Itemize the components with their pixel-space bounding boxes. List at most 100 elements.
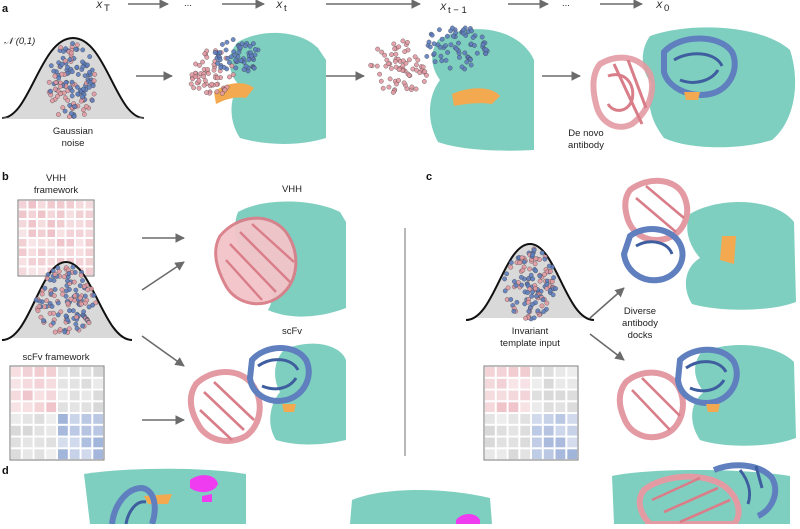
atom xyxy=(70,308,76,314)
matrix-cell xyxy=(38,267,46,275)
matrix-cell xyxy=(520,437,531,448)
atom xyxy=(44,298,50,303)
atom xyxy=(468,57,473,63)
matrix-cell xyxy=(567,437,578,448)
atom xyxy=(42,285,48,291)
matrix-cell xyxy=(76,210,84,218)
step-x-tt-label: X t xyxy=(275,0,287,14)
atom xyxy=(58,309,64,315)
atom xyxy=(80,59,85,65)
atom xyxy=(401,80,407,86)
matrix-cell xyxy=(555,414,566,424)
atom xyxy=(379,49,385,55)
protein-surface-icon xyxy=(350,489,492,524)
matrix-frame xyxy=(17,199,95,277)
atom xyxy=(89,98,95,103)
step-x-t-label: X T xyxy=(95,0,110,14)
matrix-cell xyxy=(28,229,36,237)
atom xyxy=(80,64,86,70)
antibody-ribbon-icon xyxy=(188,345,312,444)
matrix-cell xyxy=(496,378,507,389)
atom xyxy=(374,63,380,69)
matrix-cell xyxy=(81,390,92,401)
atom xyxy=(432,59,438,65)
panel-c-letter: c xyxy=(426,171,432,183)
atom xyxy=(78,272,84,278)
atom xyxy=(72,270,78,275)
atom xyxy=(80,47,86,53)
matrix-cell xyxy=(508,390,519,401)
atom xyxy=(544,286,550,291)
matrix-cell xyxy=(85,258,93,266)
atom xyxy=(414,62,419,68)
matrix-cell xyxy=(34,449,45,460)
matrix-cell xyxy=(555,425,566,436)
atom xyxy=(526,308,532,314)
atom xyxy=(542,256,548,262)
matrix-cell xyxy=(34,378,45,389)
atom xyxy=(480,42,486,47)
atom xyxy=(523,315,528,321)
matrix-cell xyxy=(11,367,21,377)
atom xyxy=(91,78,97,84)
atom xyxy=(86,320,92,326)
matrix-cell xyxy=(76,201,84,209)
matrix-cell xyxy=(46,402,57,413)
matrix-cell xyxy=(567,449,578,460)
atom xyxy=(544,281,550,287)
atom xyxy=(412,54,418,60)
noise-cloud-c xyxy=(502,246,558,322)
atom xyxy=(74,64,80,70)
antibody-ribbon-icon xyxy=(109,484,158,525)
noise-cloud-a xyxy=(46,41,98,120)
atom xyxy=(71,279,77,285)
matrix-cell xyxy=(19,210,27,218)
template-matrix-icon xyxy=(483,365,579,461)
atom xyxy=(70,41,75,46)
atom xyxy=(438,53,444,59)
atom xyxy=(229,63,235,69)
matrix-cell xyxy=(520,425,531,436)
matrix-cell xyxy=(22,425,33,436)
atom xyxy=(46,79,52,85)
atom xyxy=(424,72,429,78)
matrix-cell xyxy=(532,414,542,424)
atom xyxy=(90,83,96,89)
atom xyxy=(62,58,68,64)
matrix-cell xyxy=(567,414,578,424)
matrix-cell xyxy=(11,378,21,389)
atom xyxy=(70,264,76,270)
atom xyxy=(522,259,527,265)
atom xyxy=(541,309,547,314)
template-label-1: Invariant xyxy=(512,326,549,337)
matrix-cell xyxy=(28,258,36,266)
atom xyxy=(58,91,63,97)
atom xyxy=(65,278,70,284)
atom xyxy=(439,58,445,64)
atom xyxy=(209,81,215,87)
matrix-cell xyxy=(508,425,519,436)
matrix-cell xyxy=(555,378,566,389)
matrix-cell xyxy=(93,414,104,424)
atom xyxy=(217,57,223,63)
atom xyxy=(81,284,87,289)
matrix-cell xyxy=(57,229,65,237)
atom xyxy=(251,41,256,46)
atom xyxy=(51,293,57,299)
matrix-cell xyxy=(508,402,519,413)
matrix-cell xyxy=(508,437,519,448)
atom xyxy=(511,308,517,314)
matrix-cell xyxy=(22,367,33,377)
atom xyxy=(64,288,69,294)
atom xyxy=(520,267,526,273)
atom xyxy=(525,290,530,295)
atom xyxy=(534,293,539,299)
matrix-cell xyxy=(66,248,74,256)
matrix-cell xyxy=(543,390,554,401)
step-x-t1: X xyxy=(439,2,447,13)
template-matrix-icon xyxy=(17,199,95,277)
atom xyxy=(59,287,65,293)
hotspot-patch-1 xyxy=(190,475,218,493)
atom xyxy=(407,57,412,63)
atom xyxy=(56,75,62,81)
